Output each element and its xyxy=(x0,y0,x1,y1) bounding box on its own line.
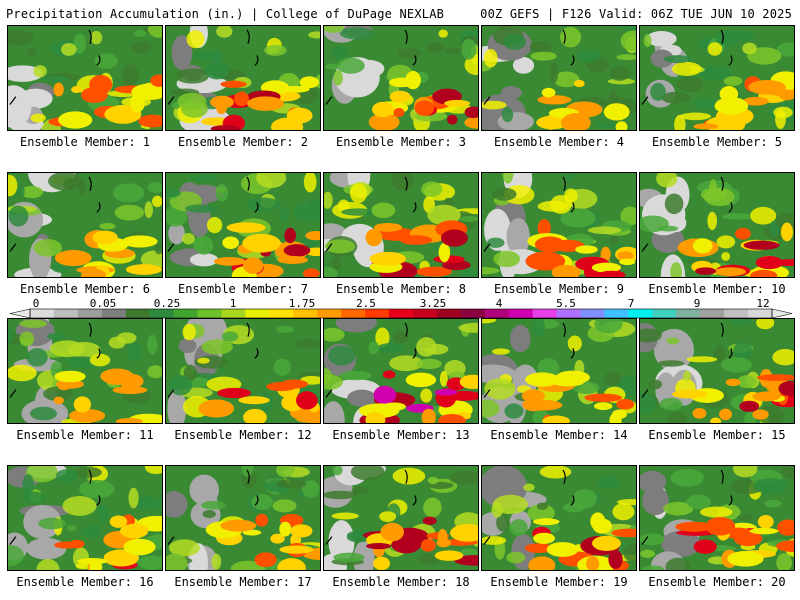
colorbar-swatch xyxy=(700,309,725,318)
ensemble-member-label: Ensemble Member: 10 xyxy=(648,282,786,296)
ensemble-member-label: Ensemble Member: 6 xyxy=(19,282,151,296)
colorbar-swatch xyxy=(149,309,175,318)
colorbar-tick-label: 7 xyxy=(627,297,635,310)
ensemble-member-map xyxy=(323,465,479,571)
ensemble-member-label: Ensemble Member: 1 xyxy=(19,135,151,149)
colorbar-swatch xyxy=(580,309,605,318)
colorbar-tick-label: 0 xyxy=(32,297,40,310)
colorbar-tick-label: 5.5 xyxy=(556,297,576,310)
ensemble-member-map xyxy=(7,318,163,424)
colorbar-swatch xyxy=(628,309,653,318)
colorbar-tick-label: 0.25 xyxy=(153,297,181,310)
colorbar-swatch xyxy=(508,309,534,318)
colorbar-swatch xyxy=(101,309,127,318)
precipitation-colorbar xyxy=(9,308,793,319)
colorbar-swatch xyxy=(341,309,366,318)
ensemble-member-map xyxy=(639,172,795,278)
colorbar-swatch xyxy=(460,309,486,318)
colorbar-tick-label: 9 xyxy=(693,297,701,310)
colorbar-swatch xyxy=(53,309,79,318)
ensemble-member-label: Ensemble Member: 4 xyxy=(493,135,625,149)
colorbar-swatch xyxy=(197,309,222,318)
ensemble-member-map xyxy=(165,25,321,131)
ensemble-member-label: Ensemble Member: 12 xyxy=(174,428,312,442)
ensemble-member-label: Ensemble Member: 8 xyxy=(335,282,467,296)
colorbar-swatch xyxy=(532,309,558,318)
ensemble-member-label: Ensemble Member: 11 xyxy=(16,428,154,442)
colorbar-tick-label: 1 xyxy=(229,297,237,310)
ensemble-member-map xyxy=(639,465,795,571)
ensemble-member-label: Ensemble Member: 14 xyxy=(490,428,628,442)
colorbar-swatch xyxy=(125,309,151,318)
colorbar-swatch xyxy=(365,309,390,318)
ensemble-member-label: Ensemble Member: 9 xyxy=(493,282,625,296)
colorbar-swatch xyxy=(269,309,294,318)
ensemble-member-map xyxy=(165,318,321,424)
colorbar-swatch xyxy=(221,309,246,318)
map-title: Precipitation Accumulation (in.) | Colle… xyxy=(6,7,445,21)
colorbar-swatch xyxy=(293,309,318,318)
ensemble-member-map xyxy=(481,172,637,278)
colorbar-swatch xyxy=(436,309,462,318)
colorbar-swatch xyxy=(556,309,582,318)
ensemble-member-map xyxy=(639,25,795,131)
colorbar-outline xyxy=(29,308,773,319)
ensemble-member-map xyxy=(481,318,637,424)
colorbar-tick-label: 1.75 xyxy=(288,297,316,310)
ensemble-member-label: Ensemble Member: 17 xyxy=(174,575,312,589)
ensemble-member-map xyxy=(7,465,163,571)
forecast-valid-time: 00Z GEFS | F126 Valid: 06Z TUE JUN 10 20… xyxy=(480,7,792,21)
ensemble-member-label: Ensemble Member: 19 xyxy=(490,575,628,589)
colorbar-swatch xyxy=(724,309,749,318)
ensemble-member-label: Ensemble Member: 7 xyxy=(177,282,309,296)
colorbar-swatch xyxy=(317,309,342,318)
colorbar-swatch xyxy=(245,309,270,318)
ensemble-member-map xyxy=(165,465,321,571)
ensemble-member-map xyxy=(481,465,637,571)
colorbar-tick-label: 4 xyxy=(495,297,503,310)
ensemble-member-label: Ensemble Member: 15 xyxy=(648,428,786,442)
ensemble-member-label: Ensemble Member: 20 xyxy=(648,575,786,589)
colorbar-swatch xyxy=(30,309,55,318)
colorbar-swatch xyxy=(412,309,438,318)
colorbar-swatch xyxy=(748,309,773,318)
colorbar-tick-label: 12 xyxy=(756,297,770,310)
ensemble-member-label: Ensemble Member: 2 xyxy=(177,135,309,149)
colorbar-tick-label: 0.05 xyxy=(89,297,117,310)
colorbar-swatch xyxy=(484,309,510,318)
colorbar-swatch xyxy=(173,309,199,318)
colorbar-swatch xyxy=(389,309,414,318)
ensemble-member-map xyxy=(481,25,637,131)
ensemble-member-map xyxy=(639,318,795,424)
ensemble-member-map xyxy=(7,172,163,278)
colorbar-swatch xyxy=(652,309,677,318)
colorbar-swatch xyxy=(77,309,103,318)
ensemble-member-label: Ensemble Member: 3 xyxy=(335,135,467,149)
colorbar-tick-label: 2.5 xyxy=(356,297,376,310)
ensemble-member-label: Ensemble Member: 18 xyxy=(332,575,470,589)
ensemble-member-map xyxy=(165,172,321,278)
ensemble-member-label: Ensemble Member: 13 xyxy=(332,428,470,442)
ensemble-member-map xyxy=(323,318,479,424)
ensemble-member-label: Ensemble Member: 16 xyxy=(16,575,154,589)
colorbar-swatch xyxy=(676,309,701,318)
colorbar-swatch xyxy=(604,309,629,318)
ensemble-member-map xyxy=(7,25,163,131)
ensemble-member-map xyxy=(323,25,479,131)
ensemble-member-map xyxy=(323,172,479,278)
ensemble-member-label: Ensemble Member: 5 xyxy=(651,135,783,149)
colorbar-tick-label: 3.25 xyxy=(419,297,447,310)
